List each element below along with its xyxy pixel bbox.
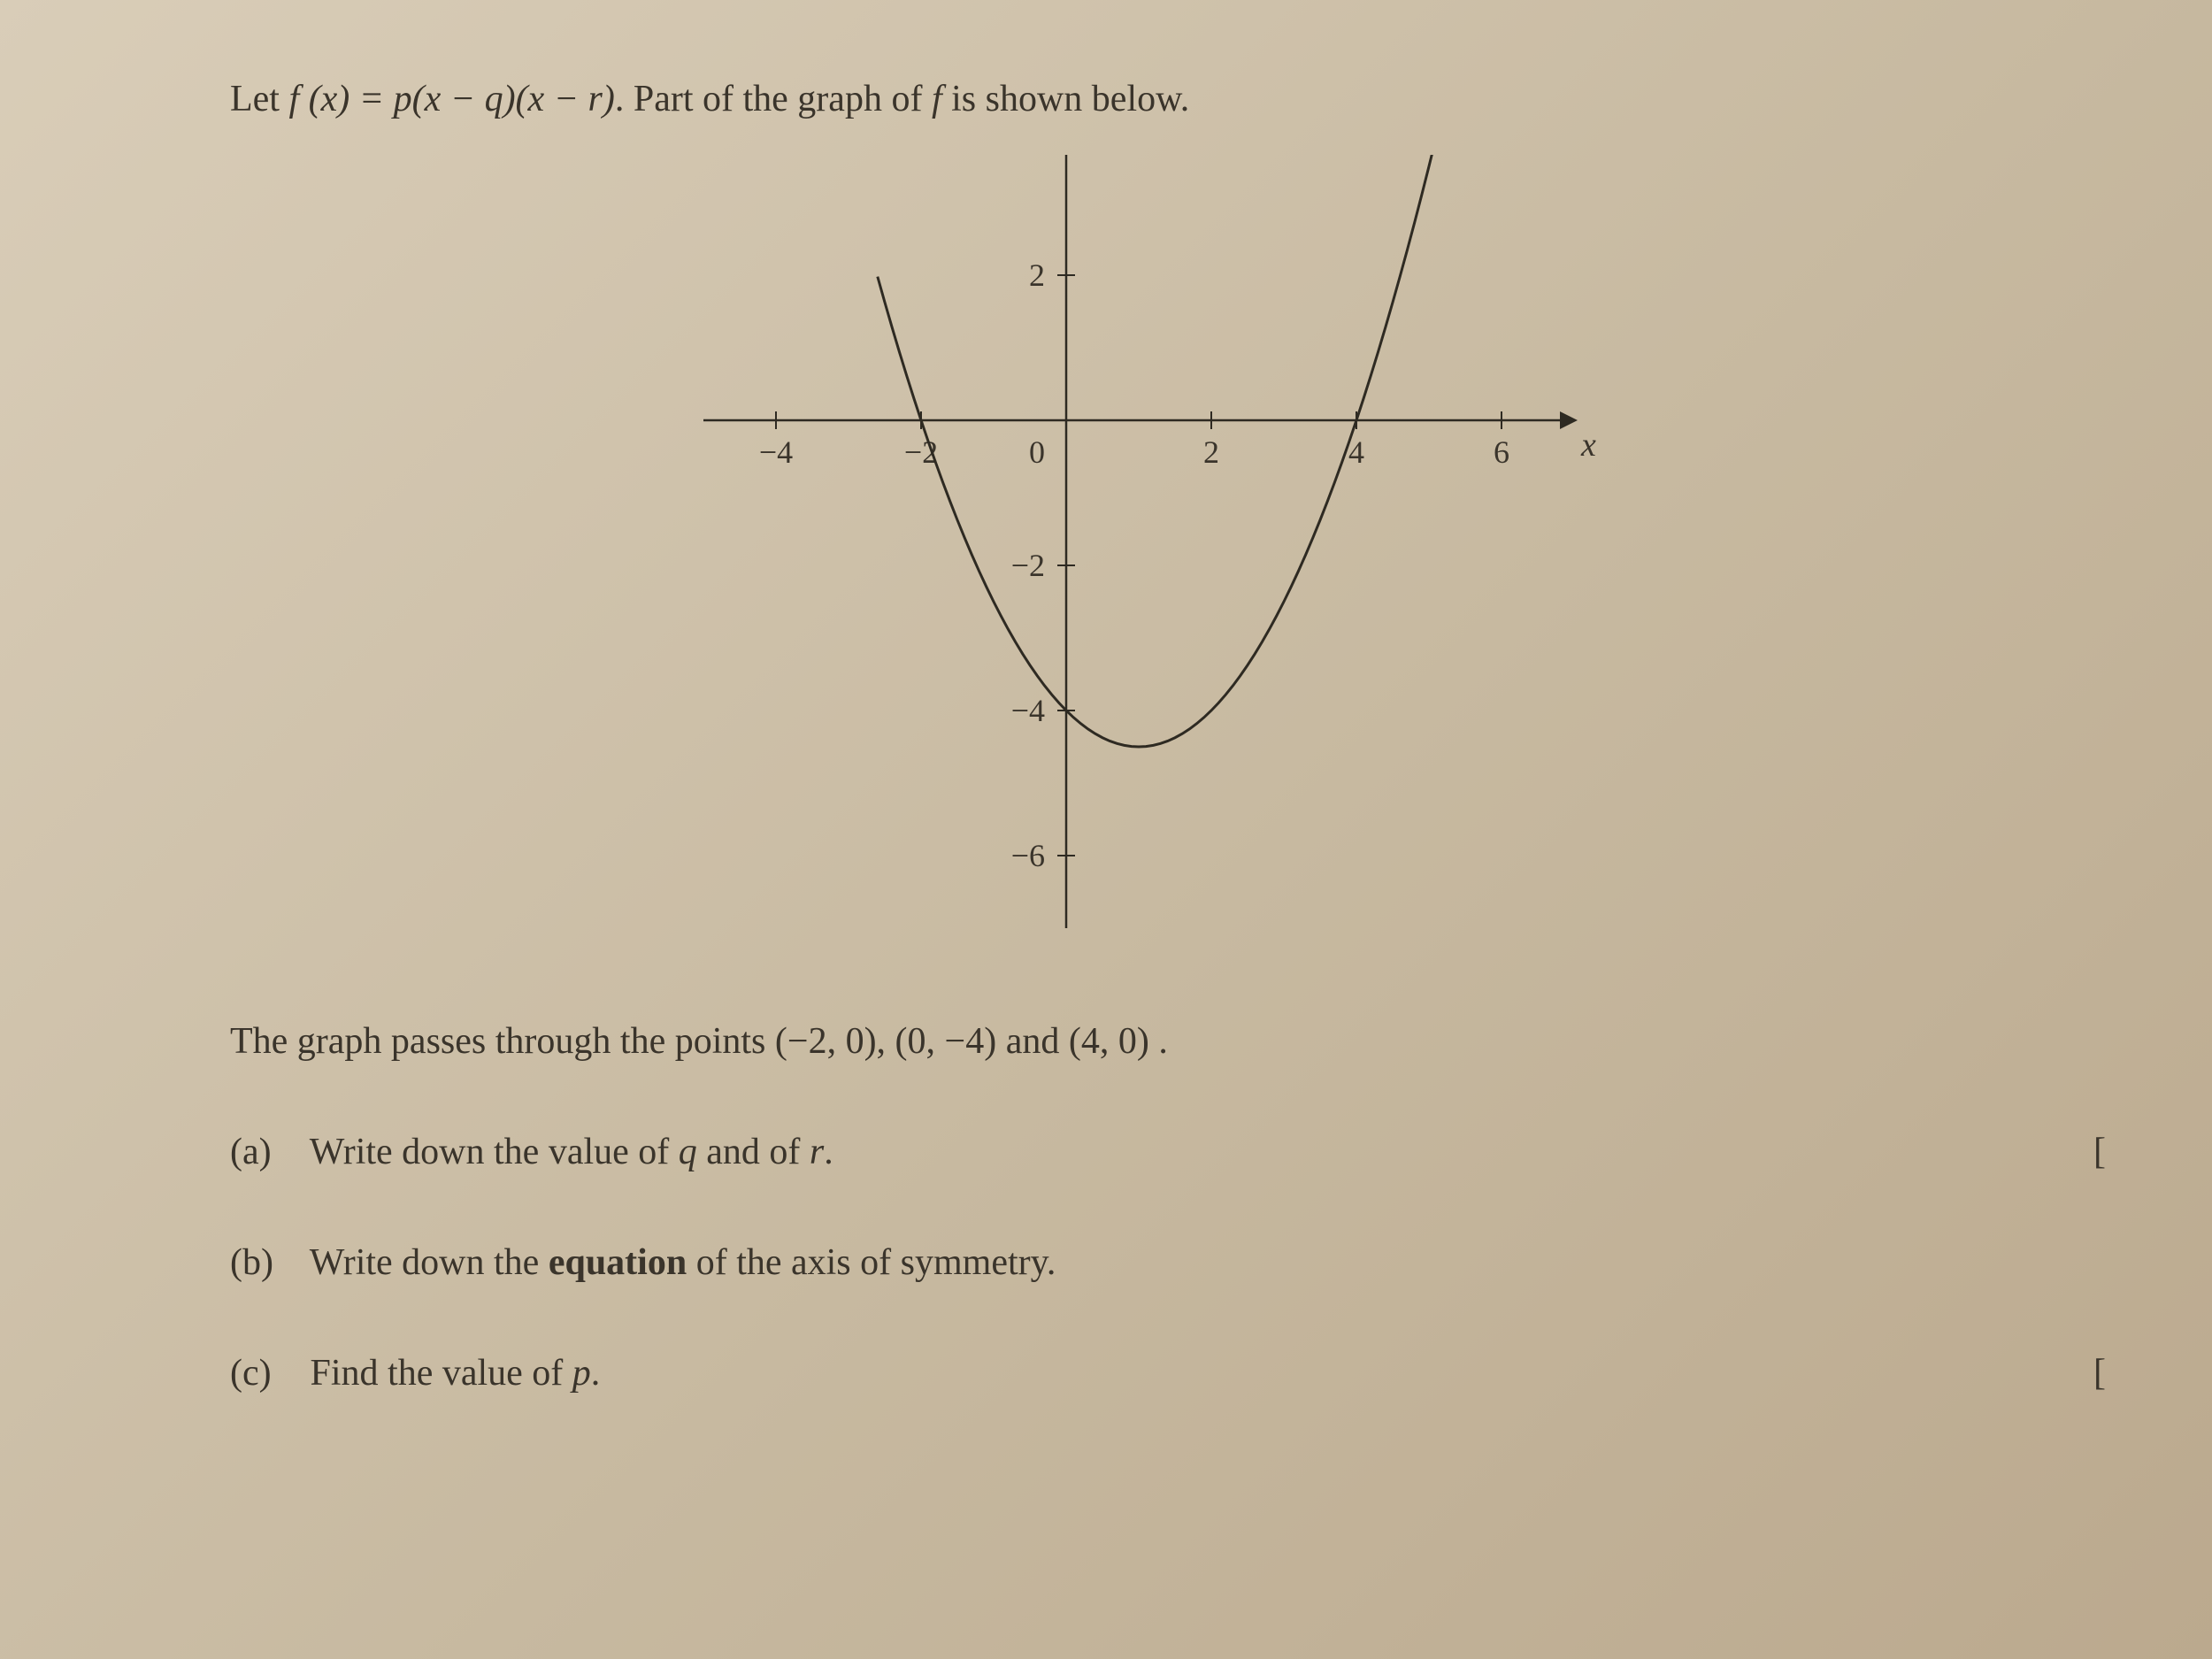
part-b: (b) Write down the equation of the axis … (230, 1234, 2106, 1292)
svg-text:−4: −4 (759, 434, 793, 470)
part-a: (a) Write down the value of q and of r. … (230, 1124, 2106, 1181)
svg-text:6: 6 (1494, 434, 1509, 470)
svg-text:2: 2 (1029, 257, 1045, 293)
svg-text:−4: −4 (1011, 693, 1045, 728)
points-prefix: The graph passes through the points (230, 1021, 775, 1062)
part-a-text1: Write down the value of (310, 1132, 679, 1172)
intro-f: f (932, 79, 942, 119)
intro-suffix2: is shown below. (942, 79, 1190, 119)
problem-intro: Let f (x) = p(x − q)(x − r). Part of the… (230, 71, 2106, 128)
part-a-after: . (824, 1132, 833, 1172)
part-a-mid: and of (697, 1132, 810, 1172)
svg-text:−6: −6 (1011, 838, 1045, 873)
part-b-bold: equation (549, 1242, 687, 1283)
parabola-chart: −4−2246−6−4−2240xy (571, 155, 1765, 978)
svg-text:x: x (1580, 426, 1596, 464)
points-statement: The graph passes through the points (−2,… (230, 1013, 2106, 1071)
intro-suffix: . Part of the graph of (615, 79, 932, 119)
intro-prefix: Let (230, 79, 288, 119)
part-c-marks: [ (2093, 1345, 2106, 1402)
part-a-marks: [ (2093, 1124, 2106, 1181)
graph-figure: −4−2246−6−4−2240xy (571, 155, 1765, 978)
part-b-label: (b) (230, 1234, 301, 1292)
svg-text:0: 0 (1029, 434, 1045, 470)
part-b-text1: Write down the (310, 1242, 549, 1283)
points-list: (−2, 0), (0, −4) and (4, 0) . (775, 1021, 1168, 1062)
part-c-text1: Find the value of (311, 1353, 572, 1394)
part-a-label: (a) (230, 1124, 301, 1181)
svg-text:−2: −2 (1011, 548, 1045, 583)
part-a-var-r: r (810, 1132, 824, 1172)
part-c-var-p: p (572, 1353, 591, 1394)
part-b-after: of the axis of symmetry. (687, 1242, 1056, 1283)
svg-text:2: 2 (1203, 434, 1219, 470)
part-c: (c) Find the value of p. [ (230, 1345, 2106, 1402)
part-c-after: . (591, 1353, 601, 1394)
intro-equation: f (x) = p(x − q)(x − r) (288, 79, 614, 119)
part-a-var-q: q (679, 1132, 697, 1172)
part-c-label: (c) (230, 1345, 301, 1402)
